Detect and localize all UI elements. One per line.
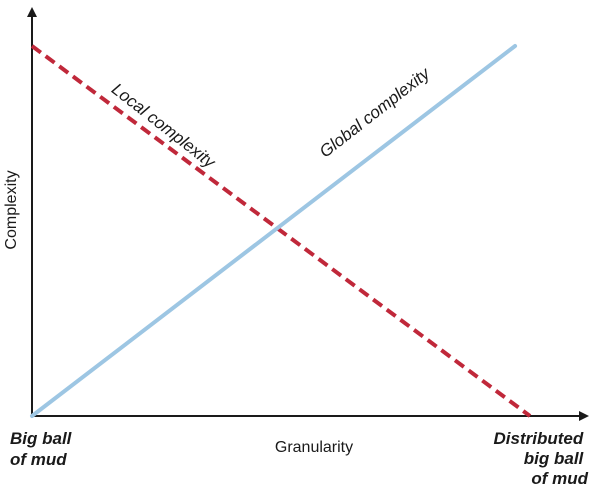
x-tick-label-left-line-2: of mud	[10, 450, 67, 469]
x-tick-label-right-line-2: big ball	[524, 449, 585, 468]
x-tick-label-left-line-1: Big ball	[10, 429, 73, 448]
x-axis-title: Granularity	[275, 439, 353, 456]
local-complexity-label: Local complexity	[108, 79, 220, 172]
global-complexity-line	[30, 44, 518, 418]
global-complexity-label: Global complexity	[316, 63, 435, 161]
x-tick-label-right-line-3: of mud	[531, 469, 588, 488]
y-axis-title: Complexity	[3, 170, 20, 249]
local-complexity-line	[30, 44, 532, 418]
x-tick-label-right-line-1: Distributed	[494, 429, 584, 448]
x-tick-label-right: Distributed big ball of mud	[494, 429, 589, 488]
x-tick-label-left: Big ball of mud	[10, 429, 76, 469]
